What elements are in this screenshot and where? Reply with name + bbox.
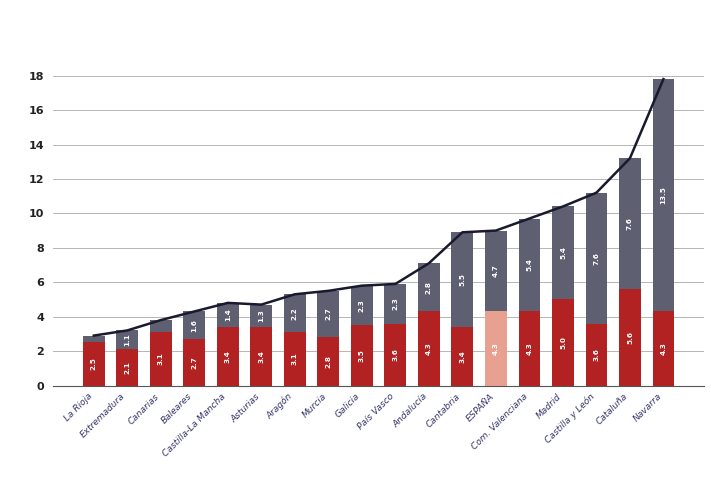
Bar (518, 219, 540, 311)
Bar (418, 264, 440, 311)
Text: Gráfico 12. Estudiantes internacionales en el sistema universitario presencial e: Gráfico 12. Estudiantes internacionales … (9, 24, 645, 48)
Bar (117, 330, 138, 349)
Text: 4.3: 4.3 (426, 342, 432, 355)
Text: 4.3: 4.3 (661, 342, 666, 355)
Text: 5.4: 5.4 (560, 246, 566, 260)
Bar (183, 339, 205, 386)
Bar (451, 327, 474, 386)
Text: 3.4: 3.4 (225, 350, 231, 363)
Bar (250, 305, 272, 327)
Bar (451, 232, 474, 327)
Bar (317, 291, 339, 337)
Bar (250, 327, 272, 386)
Text: 2.3: 2.3 (392, 297, 398, 310)
Bar (351, 285, 373, 325)
Text: 5.4: 5.4 (526, 259, 533, 271)
Text: 5.0: 5.0 (560, 336, 566, 349)
Text: 2.3: 2.3 (359, 299, 365, 312)
Text: 7.6: 7.6 (627, 217, 633, 230)
Bar (217, 327, 239, 386)
Text: 4.7: 4.7 (493, 264, 499, 277)
Text: 2.5: 2.5 (91, 358, 97, 370)
Bar (485, 311, 507, 386)
Text: 4.3: 4.3 (526, 342, 533, 355)
Bar (284, 332, 306, 386)
Text: 3.6: 3.6 (594, 348, 599, 361)
Bar (183, 311, 205, 339)
Bar (150, 332, 171, 386)
Text: 4.3: 4.3 (493, 342, 499, 355)
Bar (653, 311, 674, 386)
Text: 3.4: 3.4 (459, 350, 466, 363)
Bar (317, 337, 339, 386)
Bar (653, 79, 674, 311)
Bar (586, 324, 607, 386)
Text: 1.1: 1.1 (124, 333, 130, 346)
Text: 5.6: 5.6 (627, 331, 633, 344)
Text: 5.5: 5.5 (459, 273, 466, 286)
Bar (217, 303, 239, 327)
Text: 3.1: 3.1 (292, 352, 298, 365)
Text: 3.5: 3.5 (359, 349, 365, 362)
Text: 2.8: 2.8 (326, 355, 331, 368)
Bar (619, 158, 641, 289)
Text: 2.2: 2.2 (292, 307, 298, 320)
Text: 2.7: 2.7 (191, 356, 198, 368)
Bar (418, 311, 440, 386)
Bar (552, 206, 574, 300)
Bar (385, 284, 406, 324)
Text: 1.4: 1.4 (225, 308, 231, 321)
Text: 7.6: 7.6 (594, 252, 599, 264)
Text: 2.8: 2.8 (426, 281, 432, 294)
Bar (284, 294, 306, 332)
Bar (552, 300, 574, 386)
Text: 2.1: 2.1 (124, 361, 130, 374)
Text: 1.6: 1.6 (191, 319, 198, 332)
Bar (83, 343, 105, 386)
Text: 3.6: 3.6 (392, 348, 398, 361)
Bar (351, 325, 373, 386)
Text: 1.3: 1.3 (258, 309, 264, 322)
Bar (586, 193, 607, 324)
Bar (385, 324, 406, 386)
Bar (150, 320, 171, 332)
Bar (83, 336, 105, 343)
Text: 13.5: 13.5 (661, 186, 666, 204)
Bar (518, 311, 540, 386)
Text: 3.1: 3.1 (158, 352, 164, 365)
Bar (619, 289, 641, 386)
Bar (485, 231, 507, 311)
Bar (117, 349, 138, 386)
Text: 3.4: 3.4 (258, 350, 264, 363)
Text: 2.7: 2.7 (326, 308, 331, 321)
